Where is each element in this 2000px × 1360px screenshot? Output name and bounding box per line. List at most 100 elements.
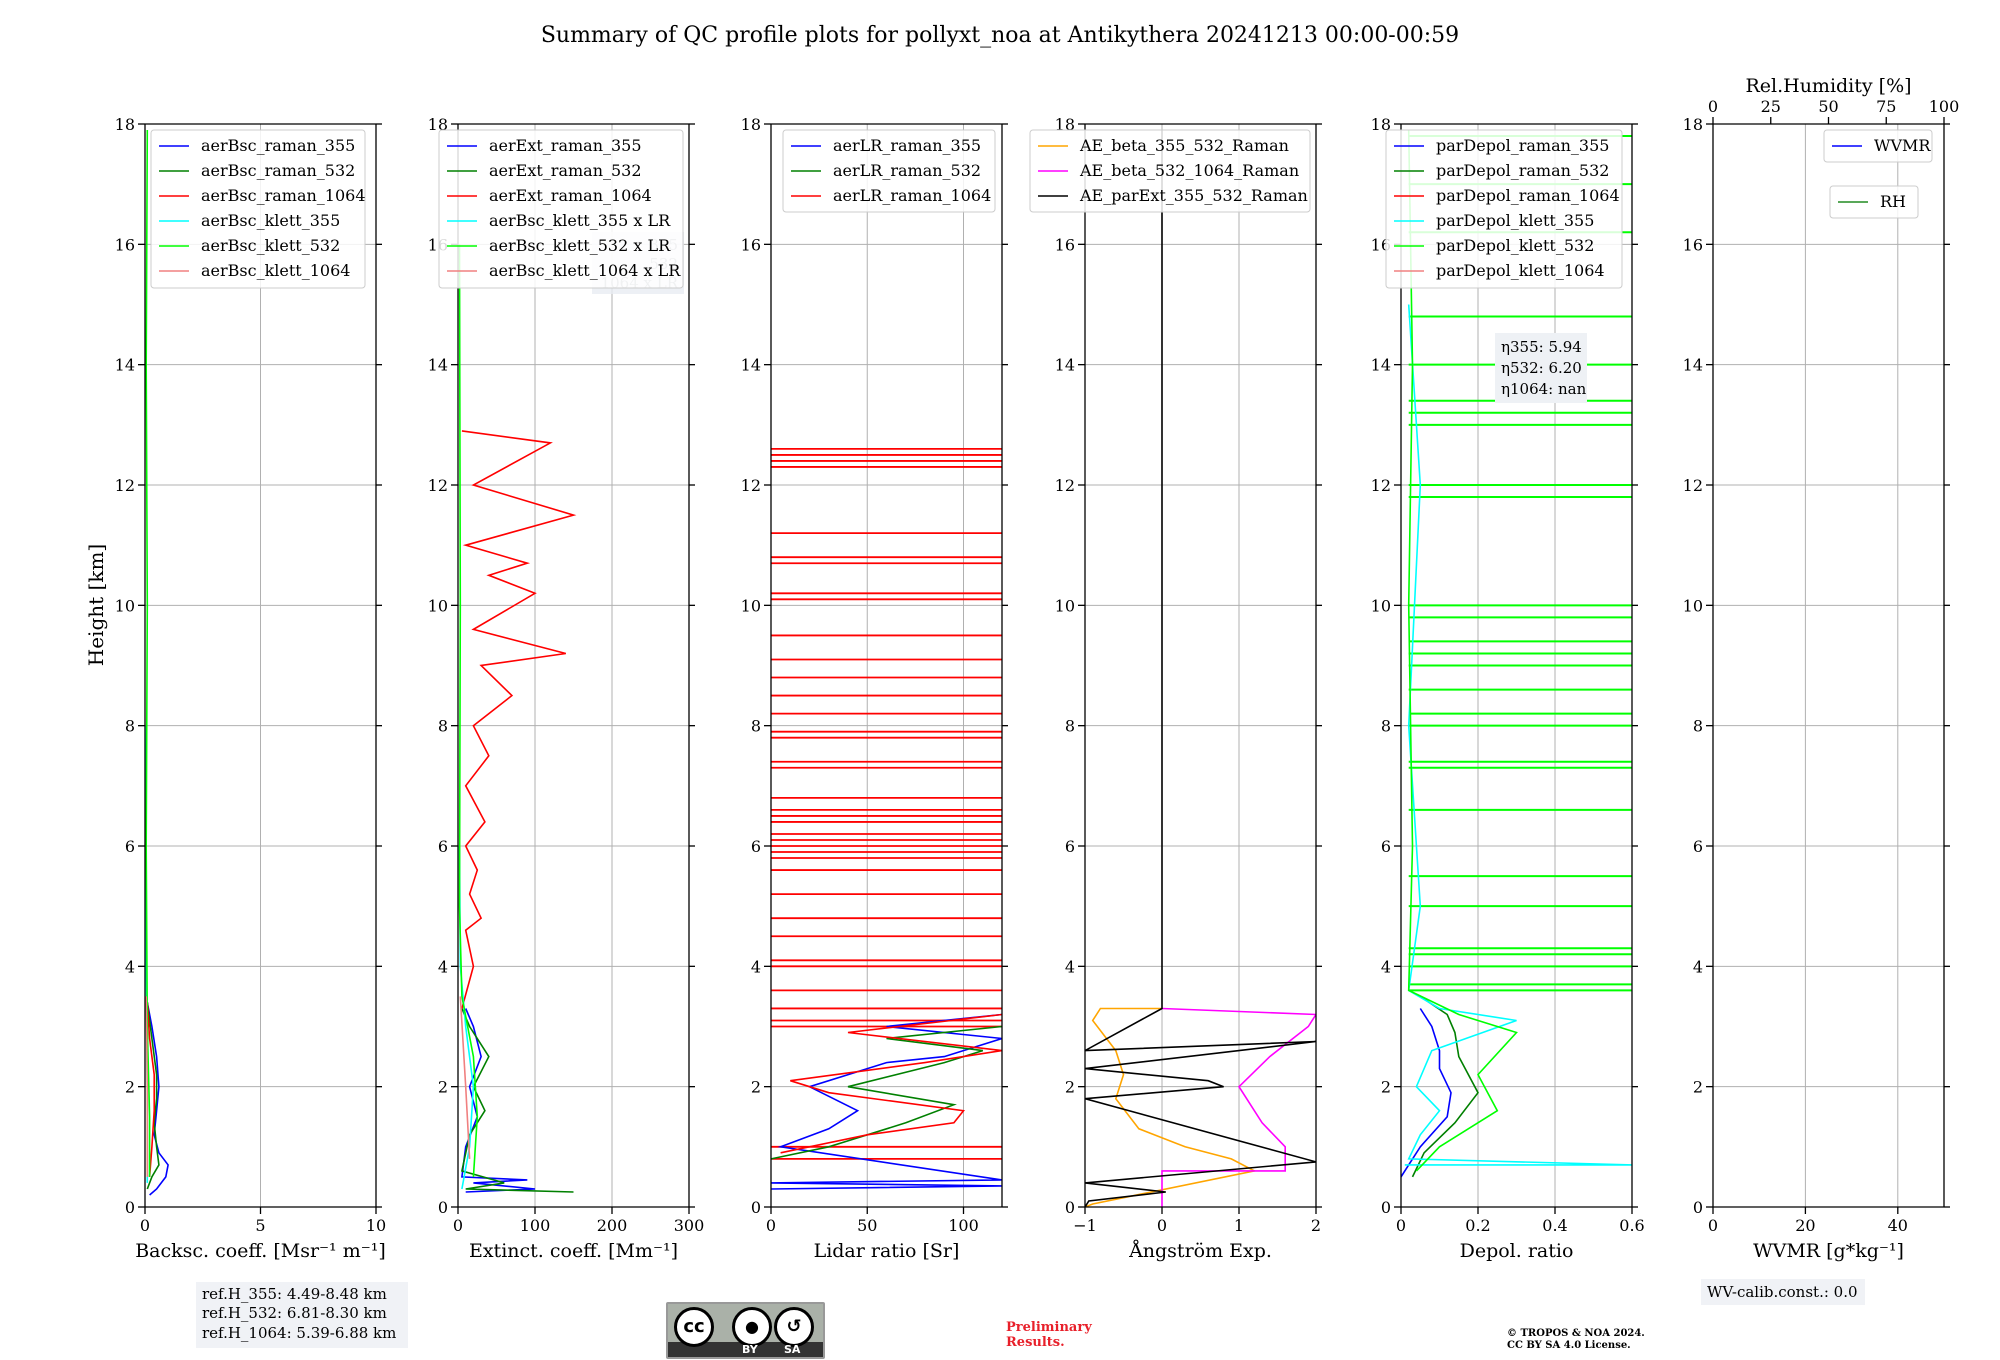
legend-entry: aerBsc_klett_1064 x LR xyxy=(489,261,681,280)
top-x-tick-label: 75 xyxy=(1876,97,1896,116)
x-tick-label: 300 xyxy=(674,1216,705,1235)
top-axis-label: Rel.Humidity [%] xyxy=(1745,75,1911,97)
x-tick-label: 0.4 xyxy=(1542,1216,1567,1235)
y-tick-label: 6 xyxy=(751,837,761,856)
y-tick-label: 6 xyxy=(1693,837,1703,856)
legend-entry: aerExt_raman_1064 xyxy=(489,186,652,205)
x-tick-label: 10 xyxy=(366,1216,386,1235)
y-tick-label: 12 xyxy=(741,476,761,495)
y-tick-label: 6 xyxy=(125,837,135,856)
plot-area-lr xyxy=(771,447,1002,1190)
y-tick-label: 14 xyxy=(1371,356,1391,375)
y-tick-label: 18 xyxy=(1055,115,1075,134)
y-tick-label: 16 xyxy=(1683,235,1703,254)
legend-entry: aerLR_raman_532 xyxy=(833,161,981,180)
legend-entry: AE_beta_355_532_Raman xyxy=(1079,136,1289,155)
top-x-tick-label: 50 xyxy=(1818,97,1838,116)
series-line-aerLR_raman_532 xyxy=(771,1025,1002,1160)
y-tick-label: 2 xyxy=(1065,1078,1075,1097)
copyright-text: © TROPOS & NOA 2024. CC BY SA 4.0 Licens… xyxy=(1507,1328,1645,1351)
y-tick-label: 0 xyxy=(1065,1198,1075,1217)
x-axis-label-lr: Lidar ratio [Sr] xyxy=(814,1240,960,1262)
wv-calib-text: WV-calib.const.: 0.0 xyxy=(1707,1283,1858,1301)
y-tick-label: 14 xyxy=(115,356,135,375)
plot-area-ae xyxy=(1085,130,1316,1207)
x-tick-label: 0 xyxy=(140,1216,150,1235)
x-tick-label: 0.2 xyxy=(1465,1216,1490,1235)
legend-entry: parDepol_raman_532 xyxy=(1436,161,1609,180)
legend-entry: aerBsc_klett_532 x LR xyxy=(489,236,671,255)
x-tick-label: 0 xyxy=(1157,1216,1167,1235)
legend-entry: aerBsc_klett_355 x LR xyxy=(489,211,671,230)
x-tick-label: −1 xyxy=(1073,1216,1097,1235)
x-axis-label-ext: Extinct. coeff. [Mm⁻¹] xyxy=(469,1240,678,1262)
y-tick-label: 0 xyxy=(1381,1198,1391,1217)
series-line-parDepol_raman_532 xyxy=(1411,995,1479,1178)
y-tick-label: 10 xyxy=(1683,596,1703,615)
eta-annotation-line: η532: 6.20 xyxy=(1501,359,1582,377)
y-tick-label: 6 xyxy=(1381,837,1391,856)
legend-entry: aerBsc_klett_532 xyxy=(201,236,340,255)
legend-bsc: aerBsc_raman_355 aerBsc_raman_532 aerBsc_r… xyxy=(150,129,366,289)
y-tick-label: 6 xyxy=(1065,837,1075,856)
x-tick-label: 0.6 xyxy=(1619,1216,1644,1235)
x-tick-label: 100 xyxy=(948,1216,979,1235)
y-tick-label: 14 xyxy=(1055,356,1075,375)
y-tick-label: 12 xyxy=(1371,476,1391,495)
top-x-tick-label: 100 xyxy=(1929,97,1960,116)
y-tick-label: 0 xyxy=(1693,1198,1703,1217)
legend-entry: parDepol_raman_1064 xyxy=(1436,186,1620,205)
figure-title: Summary of QC profile plots for pollyxt_… xyxy=(541,23,1459,48)
y-tick-label: 4 xyxy=(438,957,448,976)
panel-lr: 0 2 4 6 8 10 12 14 16 18 0 50 100 Lidar ratio [Sr] aer… xyxy=(741,115,1008,1262)
y-tick-label: 8 xyxy=(1693,717,1703,736)
y-tick-label: 2 xyxy=(751,1078,761,1097)
x-axis-label-ae: Ångström Exp. xyxy=(1128,1240,1272,1262)
preliminary-results-text: Preliminary Results. xyxy=(1006,1320,1092,1350)
legend-entry: aerExt_raman_532 xyxy=(489,161,642,180)
panel-bsc: 0 2 4 6 8 10 12 14 16 18 0 5 10 Backsc. coeff. [Msr⁻¹… xyxy=(115,115,387,1262)
ref-height-355: ref.H_355: 4.49-8.48 km xyxy=(202,1285,387,1303)
plot-area-bsc xyxy=(145,129,169,1196)
legend-entry: aerBsc_klett_1064 xyxy=(201,261,350,280)
cc-sa-label: SA xyxy=(784,1343,801,1356)
y-tick-label: 12 xyxy=(115,476,135,495)
y-tick-label: 8 xyxy=(751,717,761,736)
series-line-parDepol_raman_355 xyxy=(1401,1008,1452,1178)
legend-entry: AE_parExt_355_532_Raman xyxy=(1079,186,1308,205)
plot-area-ext xyxy=(458,244,577,1193)
series-line-aerBsc_raman_355 xyxy=(146,1002,169,1196)
y-tick-label: 18 xyxy=(1683,115,1703,134)
y-tick-label: 8 xyxy=(1381,717,1391,736)
eta-annotation-line: η355: 5.94 xyxy=(1501,338,1582,356)
y-tick-label: 2 xyxy=(125,1078,135,1097)
series-line-aerBsc_klett_532 xyxy=(145,129,151,1177)
top-x-tick-label: 0 xyxy=(1708,97,1718,116)
y-tick-label: 0 xyxy=(125,1198,135,1217)
y-tick-label: 14 xyxy=(741,356,761,375)
y-tick-label: 6 xyxy=(438,837,448,856)
panel-wv: 0 2 4 6 8 10 12 14 16 18 0 20 40 WVMR [g*kg⁻¹] 0 25 50 75… xyxy=(1683,75,1960,1262)
series-line-aerExt_raman_532 xyxy=(460,1008,574,1193)
series-line-aerBsc_klett_532 x LR xyxy=(458,244,479,1177)
x-tick-label: 50 xyxy=(857,1216,877,1235)
cc-license-badge: cc ● ↺ BY SA xyxy=(666,1302,825,1359)
legend-entry: aerLR_raman_1064 xyxy=(833,186,991,205)
series-line-aerBsc_klett_1064 x LR xyxy=(459,996,471,1159)
y-tick-label: 14 xyxy=(1683,356,1703,375)
x-tick-label: 20 xyxy=(1795,1216,1815,1235)
series-line-aerExt_raman_1064 xyxy=(461,430,577,1009)
series-line-aerLR_raman_355 xyxy=(771,1013,1002,1190)
ref-height-box: ref.H_355: 4.49-8.48 km ref.H_532: 6.81-… xyxy=(196,1282,408,1348)
wv-calib-box: WV-calib.const.: 0.0 xyxy=(1701,1279,1865,1305)
legend-ext: aerExt_raman_355 aerExt_raman_532 aerExt_r… xyxy=(438,129,684,289)
x-tick-label: 2 xyxy=(1311,1216,1321,1235)
y-tick-label: 10 xyxy=(741,596,761,615)
y-tick-label: 8 xyxy=(438,717,448,736)
cc-by-label: BY xyxy=(742,1343,758,1356)
y-tick-label: 18 xyxy=(1371,115,1391,134)
